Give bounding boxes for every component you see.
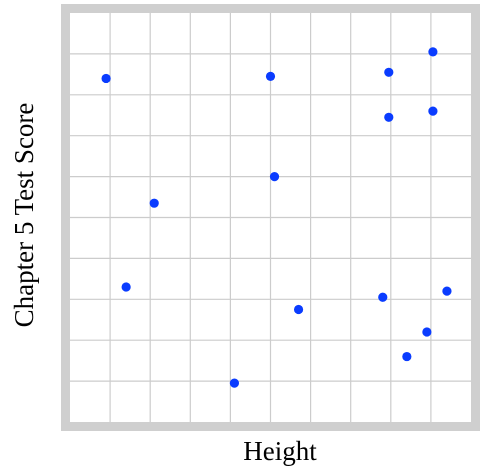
scatter-point: [293, 304, 304, 315]
scatter-point: [442, 286, 452, 296]
scatter-point: [422, 327, 432, 337]
scatter-point: [149, 198, 159, 208]
scatter-point: [265, 71, 276, 81]
scatter-point: [378, 292, 388, 302]
scatter-point: [269, 172, 280, 182]
data-points: [101, 47, 452, 388]
scatter-point: [229, 378, 240, 388]
scatter-point: [121, 282, 131, 292]
scatter-point: [101, 73, 111, 84]
scatter-point: [428, 106, 438, 116]
scatter-point: [384, 67, 394, 77]
scatter-point: [402, 351, 412, 362]
x-axis-label: Height: [243, 436, 317, 466]
y-axis-label: Chapter 5 Test Score: [9, 103, 39, 328]
scatter-point: [428, 47, 438, 57]
scatter-point: [384, 112, 394, 122]
